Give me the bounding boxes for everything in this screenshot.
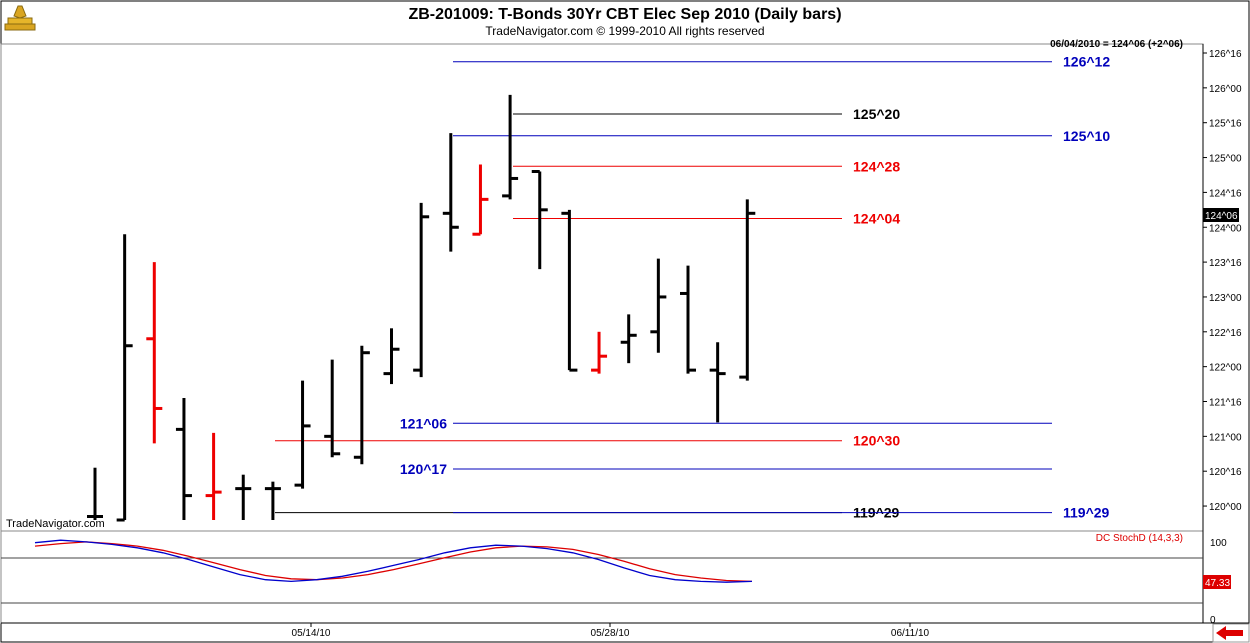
stoch-tick-100: 100	[1210, 538, 1227, 549]
ohlc-bar	[620, 314, 637, 364]
ohlc-bar	[531, 169, 548, 270]
ohlc-bar	[264, 481, 281, 520]
trade-navigator-logo-icon	[4, 5, 36, 31]
price-tick-label: 121^00	[1209, 432, 1242, 443]
price-tick-label: 123^16	[1209, 258, 1242, 269]
price-tick-label: 121^16	[1209, 398, 1242, 409]
price-tick-label: 124^00	[1209, 223, 1242, 234]
ohlc-bar	[324, 359, 341, 458]
ohlc-bar	[413, 202, 430, 378]
date-tick-label: 05/28/10	[591, 628, 630, 639]
price-tick-label: 125^00	[1209, 154, 1242, 165]
ohlc-bar	[650, 258, 667, 353]
price-tick-label: 122^16	[1209, 328, 1242, 339]
ohlc-bar	[472, 164, 489, 236]
stoch-current-label-bg	[1203, 575, 1231, 589]
price-tick-label: 126^16	[1209, 49, 1242, 60]
current-price-label-bg	[1203, 208, 1239, 222]
watermark-text: TradeNavigator.com	[6, 518, 105, 530]
date-tick-label: 05/14/10	[292, 628, 331, 639]
ohlc-bar	[502, 94, 519, 200]
ohlc-bar	[561, 209, 578, 372]
price-tick-label: 125^16	[1209, 119, 1242, 130]
stoch-d-line	[34, 541, 753, 583]
ohlc-bar	[294, 380, 311, 489]
ohlc-bar	[709, 342, 726, 423]
price-tick-label: 122^00	[1209, 363, 1242, 374]
price-tick-label: 126^00	[1209, 84, 1242, 95]
stoch-indicator-name: DC StochD (14,3,3)	[1096, 533, 1183, 544]
ohlc-bar	[205, 432, 222, 520]
ohlc-bar	[591, 331, 608, 374]
level-label: 125^20	[853, 106, 900, 122]
stoch-tick-0: 0	[1210, 615, 1216, 626]
ohlc-bar	[235, 474, 252, 520]
ohlc-bar	[739, 199, 756, 381]
ohlc-bar	[116, 234, 133, 522]
copyright-text: TradeNavigator.com © 1999-2010 All right…	[485, 24, 764, 38]
price-tick-label: 120^16	[1209, 467, 1242, 478]
level-label: 120^17	[400, 461, 447, 477]
date-axis: 05/14/10 05/28/10 06/11/10	[292, 623, 930, 639]
stoch-k-line	[34, 539, 753, 583]
ohlc-bar	[146, 262, 163, 444]
price-tick-label: 123^00	[1209, 293, 1242, 304]
chart-title: ZB-201009: T-Bonds 30Yr CBT Elec Sep 201…	[408, 6, 841, 23]
scroll-left-button[interactable]	[1212, 623, 1250, 643]
level-label: 124^28	[853, 158, 900, 174]
level-label: 124^04	[853, 211, 900, 227]
ohlc-bar	[442, 133, 459, 252]
last-close-readout: 06/04/2010 = 124^06 (+2^06)	[1050, 39, 1183, 50]
level-label: 119^29	[1063, 505, 1110, 521]
arrow-left-icon	[1216, 626, 1243, 640]
price-tick-label: 124^16	[1209, 188, 1242, 199]
ohlc-bar	[680, 265, 696, 374]
ohlc-bar	[175, 398, 192, 520]
level-label: 120^30	[853, 433, 900, 449]
current-price-label: 124^06	[1205, 211, 1238, 222]
ohlc-bars	[87, 94, 756, 522]
date-tick-label: 06/11/10	[891, 628, 930, 639]
ohlc-bar	[353, 345, 370, 465]
stoch-current-label: 47.33	[1205, 578, 1230, 589]
stochastic-lines	[34, 539, 753, 583]
price-tick-label: 120^00	[1209, 502, 1242, 513]
ohlc-bar	[383, 328, 400, 385]
level-label: 125^10	[1063, 128, 1110, 144]
ohlc-bar	[87, 467, 103, 520]
price-axis: 126^16 126^00 125^16 125^00 124^16 124^00 123^…	[1203, 49, 1242, 513]
level-label: 121^06	[400, 415, 447, 431]
support-resistance-levels: 126^12 125^20 125^10 124^28 124^04 121^06 120^…	[275, 54, 1110, 521]
level-label: 126^12	[1063, 54, 1110, 70]
